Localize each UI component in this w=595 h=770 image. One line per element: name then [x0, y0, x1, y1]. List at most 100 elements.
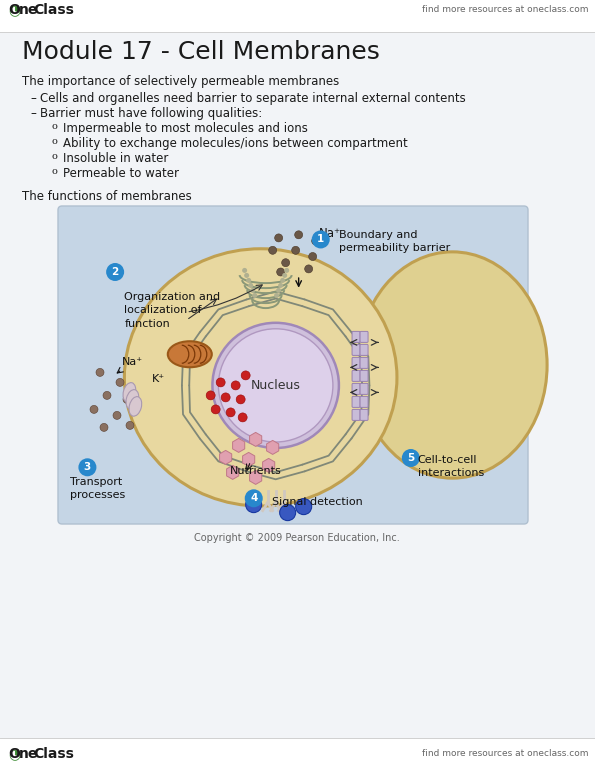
Text: Copyright © 2009 Pearson Education, Inc.: Copyright © 2009 Pearson Education, Inc. [194, 533, 400, 543]
Circle shape [277, 268, 284, 276]
Text: The functions of membranes: The functions of membranes [22, 190, 192, 203]
Text: Impermeable to most molecules and ions: Impermeable to most molecules and ions [63, 122, 308, 135]
Circle shape [116, 378, 124, 387]
Text: ne: ne [19, 747, 38, 761]
Text: Class: Class [33, 3, 74, 17]
Circle shape [238, 413, 247, 422]
FancyBboxPatch shape [352, 397, 360, 407]
Text: Na⁺: Na⁺ [122, 357, 143, 367]
Circle shape [269, 246, 277, 254]
Text: K⁺: K⁺ [152, 374, 165, 384]
Text: Cell-to-cell
interactions: Cell-to-cell interactions [418, 455, 484, 478]
Circle shape [96, 368, 104, 377]
Text: ◔: ◔ [8, 747, 20, 761]
Text: Module 17 - Cell Membranes: Module 17 - Cell Membranes [22, 40, 380, 64]
Ellipse shape [168, 341, 212, 367]
FancyBboxPatch shape [360, 370, 368, 381]
Text: Nutrients: Nutrients [230, 466, 281, 476]
FancyBboxPatch shape [352, 331, 360, 343]
FancyBboxPatch shape [360, 357, 368, 368]
Ellipse shape [218, 329, 333, 442]
Circle shape [241, 371, 250, 380]
Text: 4: 4 [250, 494, 258, 504]
FancyBboxPatch shape [352, 357, 360, 368]
Circle shape [280, 504, 296, 521]
Ellipse shape [124, 249, 397, 506]
FancyBboxPatch shape [360, 397, 368, 407]
Text: Insoluble in water: Insoluble in water [63, 152, 168, 165]
Circle shape [216, 378, 225, 387]
FancyBboxPatch shape [352, 344, 360, 356]
Circle shape [280, 278, 285, 283]
Text: Class: Class [33, 747, 74, 761]
Ellipse shape [212, 323, 339, 448]
Circle shape [278, 283, 283, 288]
Circle shape [305, 265, 312, 273]
Text: ◔: ◔ [8, 3, 20, 17]
Text: o: o [52, 137, 58, 146]
Circle shape [292, 246, 300, 254]
Text: O: O [8, 747, 20, 761]
Circle shape [246, 497, 262, 513]
Circle shape [126, 421, 134, 430]
Circle shape [312, 230, 330, 249]
Circle shape [206, 391, 215, 400]
Circle shape [242, 268, 247, 273]
Circle shape [211, 405, 220, 414]
Ellipse shape [126, 390, 139, 409]
FancyBboxPatch shape [352, 370, 360, 381]
Circle shape [309, 253, 317, 260]
Text: 5: 5 [407, 453, 415, 463]
Text: find more resources at oneclass.com: find more resources at oneclass.com [421, 5, 588, 15]
FancyBboxPatch shape [352, 410, 360, 420]
Circle shape [276, 288, 281, 293]
Circle shape [246, 278, 251, 283]
Circle shape [296, 499, 312, 514]
Circle shape [281, 259, 290, 266]
Circle shape [402, 449, 420, 467]
FancyBboxPatch shape [0, 0, 595, 32]
FancyBboxPatch shape [360, 383, 368, 394]
Text: ne: ne [19, 3, 38, 17]
Circle shape [275, 234, 283, 242]
Ellipse shape [129, 397, 142, 416]
Text: Transport
processes: Transport processes [70, 477, 126, 500]
Circle shape [312, 237, 320, 245]
Ellipse shape [123, 383, 136, 402]
FancyBboxPatch shape [360, 344, 368, 356]
Circle shape [113, 411, 121, 420]
Text: find more resources at oneclass.com: find more resources at oneclass.com [421, 749, 588, 758]
Text: 2: 2 [111, 267, 119, 277]
Circle shape [106, 263, 124, 281]
Circle shape [284, 268, 289, 273]
Circle shape [250, 288, 255, 293]
Circle shape [90, 405, 98, 413]
Circle shape [236, 395, 245, 404]
Text: o: o [52, 152, 58, 161]
Text: O: O [8, 3, 20, 17]
Ellipse shape [358, 252, 547, 478]
Circle shape [100, 424, 108, 431]
Text: The importance of selectively permeable membranes: The importance of selectively permeable … [22, 75, 339, 88]
FancyBboxPatch shape [360, 410, 368, 420]
Circle shape [123, 396, 131, 403]
Text: –: – [30, 92, 36, 105]
Text: Barrier must have following qualities:: Barrier must have following qualities: [40, 107, 262, 120]
Circle shape [274, 293, 279, 298]
Circle shape [79, 458, 96, 477]
Text: Organization and
localization of
function: Organization and localization of functio… [124, 292, 221, 329]
Text: –: – [30, 107, 36, 120]
Text: o: o [52, 122, 58, 131]
FancyBboxPatch shape [0, 738, 595, 770]
Text: Na⁺: Na⁺ [319, 226, 341, 239]
Text: 1: 1 [317, 234, 324, 244]
Circle shape [244, 273, 249, 278]
Circle shape [226, 408, 235, 417]
FancyBboxPatch shape [58, 206, 528, 524]
Circle shape [248, 283, 253, 288]
Text: Boundary and
permeability barrier: Boundary and permeability barrier [339, 230, 450, 253]
Circle shape [295, 231, 303, 239]
Text: Cells and organelles need barrier to separate internal external contents: Cells and organelles need barrier to sep… [40, 92, 466, 105]
FancyBboxPatch shape [352, 383, 360, 394]
Circle shape [282, 273, 287, 278]
